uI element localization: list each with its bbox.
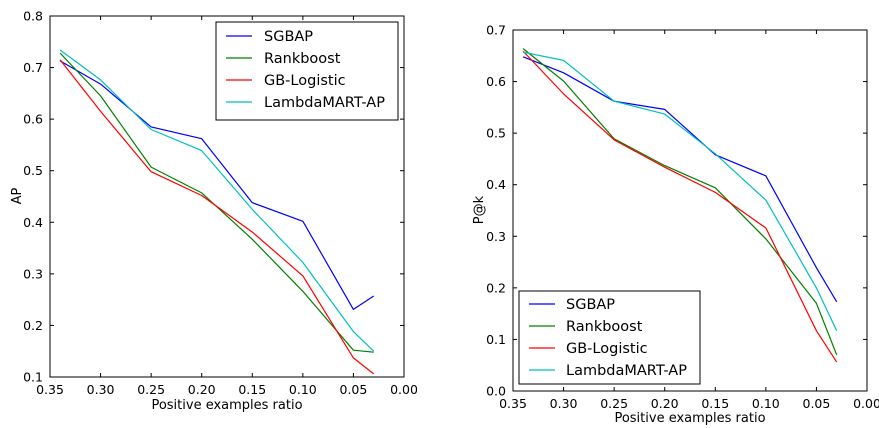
chart-ap-ytick-label: 0.4 (23, 215, 43, 230)
chart-ap-ytick-label: 0.1 (23, 370, 43, 385)
chart-ap-ylabel: AP (10, 187, 25, 204)
chart-ap-legend-box (215, 21, 399, 121)
chart-ap-xtick-label: 0.25 (137, 382, 165, 397)
chart-pk-series-line-gb-logistic (522, 50, 838, 363)
chart-pk-legend-box (518, 290, 701, 385)
chart-ap-xtick-label: 0.20 (188, 382, 216, 397)
chart-pk-ytick-label: 0.7 (486, 23, 506, 38)
chart-ap-ytick-label: 0.6 (23, 112, 43, 127)
chart-pk-legend-label-rankboost: Rankboost (566, 319, 643, 335)
chart-pk-series-line-sgbap (522, 56, 838, 303)
chart-ap-legend-label-gb-logistic: GB-Logistic (264, 73, 346, 89)
chart-pk-xtick-label: 0.35 (499, 396, 527, 411)
chart-pk-series-line-lambdamart-ap (522, 51, 838, 331)
chart-pk-ticks: 0.35 0.30 0.25 0.20 0.15 0.10 0.05 0.00 0.0 0.1 0.… (486, 23, 879, 412)
chart-ap-xtick-label: 0.35 (36, 382, 64, 397)
chart-pk-ytick-label: 0.3 (486, 229, 506, 244)
chart-ap-legend-label-rankboost: Rankboost (264, 51, 341, 67)
chart-pk-xtick-label: 0.15 (701, 396, 729, 411)
chart-ap-series (59, 49, 375, 375)
chart-ap-legend-label-lambdamart-ap: LambdaMART-AP (264, 95, 385, 111)
chart-pk-ytick-label: 0.2 (486, 280, 506, 295)
chart-pk-xtick-label: 0.25 (600, 396, 628, 411)
chart-pk-xtick-label: 0.20 (651, 396, 679, 411)
chart-pk-ytick-label: 0.1 (486, 332, 506, 347)
chart-ap-ytick-label: 0.3 (23, 266, 43, 281)
chart-pk-legend-label-sgbap: SGBAP (566, 297, 615, 313)
chart-pk-legend-label-lambdamart-ap: LambdaMART-AP (566, 363, 687, 379)
chart-ap-xtick-label: 0.05 (340, 382, 368, 397)
chart-ap-series-line-rankboost (59, 52, 374, 353)
chart-ap-ytick-label: 0.8 (23, 9, 43, 24)
chart-ap-legend-label-sgbap: SGBAP (264, 29, 313, 45)
chart-pk-ylabel: P@k (472, 195, 487, 224)
chart-pk-xtick-label: 0.00 (853, 396, 879, 411)
chart-pk-ytick-label: 0.5 (486, 126, 506, 141)
chart-pk-xtick-label: 0.30 (550, 396, 578, 411)
chart-ap-ytick-label: 0.7 (23, 60, 43, 75)
chart-ap-ytick-label: 0.2 (23, 318, 43, 333)
chart-pk-xtick-label: 0.05 (803, 396, 831, 411)
chart-pk-xlabel: Positive examples ratio (614, 411, 765, 426)
chart-ap-ytick-label: 0.5 (23, 163, 43, 178)
chart-ap-xtick-label: 0.30 (87, 382, 115, 397)
chart-ap-ticks: 0.35 0.30 0.25 0.20 0.15 0.10 0.05 0.00 0.1 0.2 0.… (23, 9, 418, 398)
chart-pk-series (522, 48, 838, 363)
chart-ap-xtick-label: 0.10 (289, 382, 317, 397)
chart-ap-xtick-label: 0.15 (238, 382, 266, 397)
chart-ap-series-line-gb-logistic (59, 59, 375, 375)
chart-ap: 0.35 0.30 0.25 0.20 0.15 0.10 0.05 0.00 0.1 0.2 0.… (10, 9, 418, 414)
chart-ap-legend: SGBAP Rankboost GB-Logistic LambdaMART-A… (215, 21, 399, 121)
chart-pk-legend-label-gb-logistic: GB-Logistic (566, 341, 648, 357)
chart-ap-series-line-lambdamart-ap (59, 49, 375, 352)
chart-pk-legend: SGBAP Rankboost GB-Logistic LambdaMART-A… (518, 290, 701, 385)
chart-pk: 0.35 0.30 0.25 0.20 0.15 0.10 0.05 0.00 0.0 0.1 0.… (472, 23, 879, 427)
chart-pk-xtick-label: 0.10 (752, 396, 780, 411)
chart-ap-xtick-label: 0.00 (390, 382, 418, 397)
chart-pk-ytick-label: 0.6 (486, 74, 506, 89)
chart-pk-series-line-rankboost (522, 48, 838, 356)
chart-pk-ytick-label: 0.4 (486, 177, 506, 192)
chart-pk-plot-frame (512, 29, 868, 392)
chart-ap-xlabel: Positive examples ratio (151, 398, 302, 413)
chart-ap-series-line-sgbap (59, 60, 375, 310)
chart-pk-ytick-label: 0.0 (486, 384, 506, 399)
chart-ap-plot-frame (49, 15, 405, 378)
